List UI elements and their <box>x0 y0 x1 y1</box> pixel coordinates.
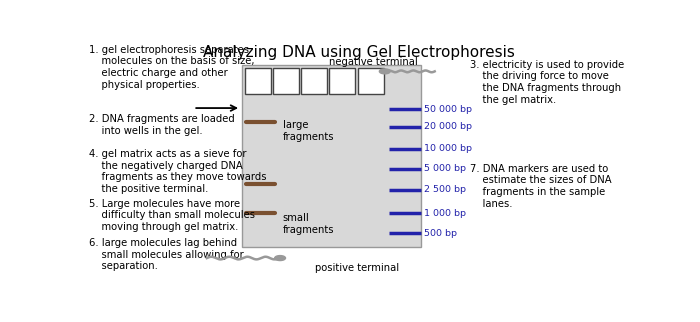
Circle shape <box>274 256 286 260</box>
Text: 10 000 bp: 10 000 bp <box>424 145 472 154</box>
Text: 4. gel matrix acts as a sieve for
    the negatively charged DNA
    fragments a: 4. gel matrix acts as a sieve for the ne… <box>89 149 266 194</box>
Text: 50 000 bp: 50 000 bp <box>424 105 472 114</box>
Text: 3. electricity is used to provide
    the driving force to move
    the DNA frag: 3. electricity is used to provide the dr… <box>470 60 624 105</box>
Text: negative terminal: negative terminal <box>329 57 418 67</box>
Text: 2 500 bp: 2 500 bp <box>424 185 466 194</box>
Text: Analyzing DNA using Gel Electrophoresis: Analyzing DNA using Gel Electrophoresis <box>203 45 514 60</box>
Text: 2. DNA fragments are loaded
    into wells in the gel.: 2. DNA fragments are loaded into wells i… <box>89 114 235 136</box>
Text: positive terminal: positive terminal <box>315 263 400 273</box>
Text: 5 000 bp: 5 000 bp <box>424 164 466 173</box>
Bar <box>242 65 421 247</box>
Bar <box>273 68 299 94</box>
Text: large
fragments: large fragments <box>283 120 335 142</box>
Text: 7. DNA markers are used to
    estimate the sizes of DNA
    fragments in the sa: 7. DNA markers are used to estimate the … <box>470 164 612 209</box>
Bar <box>330 68 356 94</box>
Text: 6. large molecules lag behind
    small molecules allowing for
    separation.: 6. large molecules lag behind small mole… <box>89 238 244 271</box>
Bar <box>358 68 384 94</box>
Text: small
fragments: small fragments <box>283 213 335 235</box>
Text: 5. Large molecules have more
    difficulty than small molecules
    moving thro: 5. Large molecules have more difficulty … <box>89 199 255 232</box>
Circle shape <box>379 69 390 74</box>
Text: 20 000 bp: 20 000 bp <box>424 122 472 131</box>
Text: 1. gel electrophoresis separates
    molecules on the basis of size,
    electri: 1. gel electrophoresis separates molecul… <box>89 45 254 90</box>
Text: 500 bp: 500 bp <box>424 229 457 238</box>
Bar <box>301 68 328 94</box>
Text: 1 000 bp: 1 000 bp <box>424 209 466 218</box>
Bar <box>245 68 271 94</box>
